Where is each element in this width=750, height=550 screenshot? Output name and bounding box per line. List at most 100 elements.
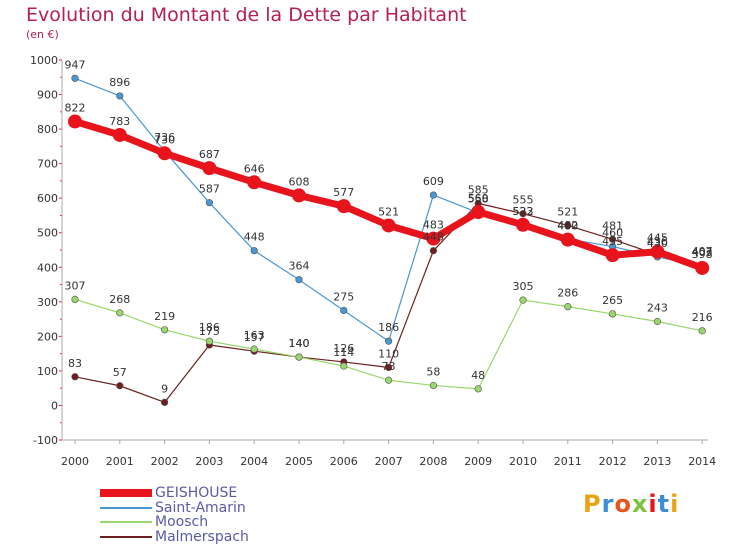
data-label: 140 (289, 337, 310, 350)
y-tick-label: 0 (51, 399, 58, 412)
data-label: 523 (513, 205, 534, 218)
x-tick-label: 2007 (375, 455, 403, 468)
legend-label: Moosch (155, 514, 209, 530)
x-tick-label: 2006 (330, 455, 358, 468)
data-point (116, 309, 124, 317)
data-label: 110 (378, 347, 399, 360)
data-point (205, 337, 213, 345)
data-point (295, 353, 303, 361)
data-point (519, 296, 527, 304)
legend-item-geishouse: GEISHOUSE (100, 486, 249, 501)
data-label: 48 (471, 369, 485, 382)
data-point (426, 231, 441, 246)
data-point (250, 345, 258, 353)
data-label: 587 (199, 183, 220, 196)
legend-swatch (100, 506, 152, 509)
data-label: 481 (602, 219, 623, 232)
data-point (68, 114, 82, 129)
x-tick-label: 2010 (509, 455, 537, 468)
data-label: 265 (602, 294, 623, 307)
data-label: 186 (378, 321, 399, 334)
data-point (161, 398, 169, 406)
y-tick-label: 200 (37, 330, 58, 343)
x-tick-label: 2009 (464, 455, 492, 468)
logo-letter: P (583, 490, 602, 518)
data-label: 186 (199, 321, 220, 334)
data-label: 364 (289, 260, 310, 273)
data-point (116, 382, 124, 390)
y-tick-label: 300 (37, 296, 58, 309)
data-label: 275 (333, 290, 354, 303)
data-point (381, 218, 396, 233)
data-point (429, 381, 438, 390)
data-label: 448 (423, 231, 444, 244)
data-point (71, 295, 79, 304)
data-label: 555 (513, 194, 534, 207)
data-point (112, 127, 127, 142)
data-point (653, 317, 662, 326)
data-point (385, 363, 393, 372)
data-label: 398 (692, 248, 713, 261)
legend-label: Saint-Amarin (155, 499, 246, 516)
legend-item-saint-amarin: Saint-Amarin (100, 499, 249, 516)
data-label: 609 (423, 175, 444, 188)
data-point (340, 362, 348, 370)
data-point (608, 310, 617, 318)
data-label: 73 (382, 360, 396, 373)
data-label: 448 (244, 231, 265, 244)
data-point (695, 260, 710, 275)
x-tick-label: 2011 (554, 455, 582, 468)
logo-letter: i (648, 490, 658, 518)
y-tick-label: 900 (37, 89, 58, 102)
x-tick-label: 2004 (240, 455, 268, 468)
data-point (698, 327, 706, 335)
legend-swatch (100, 535, 152, 538)
x-tick-label: 2008 (419, 455, 447, 468)
data-label: 307 (65, 279, 86, 292)
data-point (116, 92, 124, 100)
data-label: 783 (109, 115, 130, 128)
data-label: 577 (333, 186, 354, 199)
data-point (519, 210, 527, 218)
data-label: 140 (289, 337, 310, 350)
data-label: 585 (468, 183, 489, 196)
data-label: 403 (692, 246, 713, 259)
legend: GEISHOUSE Saint-Amarin Moosch Malmerspach (100, 486, 249, 544)
data-label: 460 (602, 227, 623, 240)
data-label: 243 (647, 302, 668, 315)
x-axis-labels: 2000 2001 2002 2003 2004 2005 2006 2007 2008 2009… (61, 440, 716, 468)
y-tick-label: 100 (37, 365, 58, 378)
data-point (205, 199, 213, 207)
data-label: 736 (154, 131, 175, 144)
data-point (157, 146, 172, 161)
data-point (202, 161, 217, 176)
chart-subtitle: (en €) (26, 28, 59, 41)
data-point (608, 235, 617, 243)
data-point (295, 276, 303, 284)
x-tick-label: 2013 (643, 455, 671, 468)
data-label: 435 (602, 235, 623, 248)
x-tick-label: 2001 (106, 455, 134, 468)
data-label: 219 (154, 310, 175, 323)
logo-letter: o (614, 490, 632, 518)
x-tick-label: 2012 (599, 455, 627, 468)
data-label: 522 (513, 205, 534, 218)
x-tick-label: 2000 (61, 455, 89, 468)
data-label: 608 (289, 175, 310, 188)
data-point (650, 244, 665, 259)
data-point (340, 306, 348, 315)
legend-swatch (100, 521, 152, 524)
data-point (429, 247, 438, 255)
legend-item-malmerspach: Malmerspach (100, 529, 249, 545)
logo-letter: t (657, 490, 671, 518)
data-label: 430 (647, 237, 668, 250)
logo-letter: i (670, 490, 680, 518)
proxiti-logo: Proxiti (583, 490, 679, 518)
data-label: 436 (647, 235, 668, 248)
series-lines (68, 74, 710, 406)
data-label: 646 (244, 162, 265, 175)
y-axis-labels: -100 0 100 200 300 400 500 600 700 800 900 1000 (30, 54, 62, 447)
data-label: 157 (244, 331, 265, 344)
x-tick-label: 2014 (688, 455, 716, 468)
